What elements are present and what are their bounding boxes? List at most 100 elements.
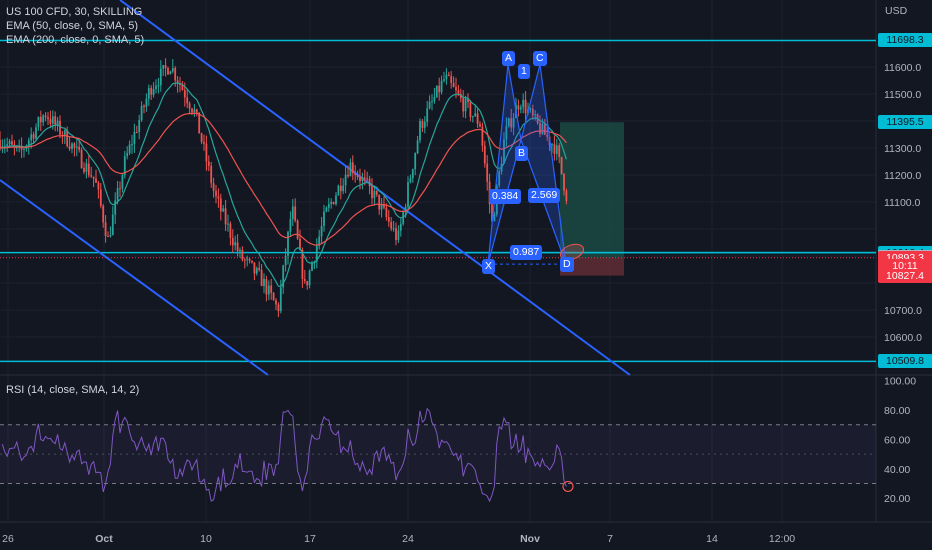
time-tick: 26: [2, 533, 14, 545]
candle-body: [47, 117, 49, 120]
pattern-point-a[interactable]: A: [502, 51, 516, 66]
candle-body: [330, 202, 333, 205]
candle-body: [433, 97, 436, 102]
candle-body: [397, 230, 400, 241]
price-tick: 11300.0: [884, 143, 921, 155]
candle-body: [236, 242, 239, 252]
candle-body: [164, 65, 167, 69]
candle-body: [49, 119, 52, 124]
candle-body: [541, 123, 544, 134]
highlight-ellipse: [559, 243, 585, 261]
candle-body: [308, 270, 311, 286]
candle-body: [464, 98, 467, 112]
candle-body: [205, 143, 208, 162]
candle-body: [479, 123, 481, 127]
candle-body: [227, 223, 229, 225]
pattern-point-b[interactable]: B: [515, 146, 529, 161]
candle-body: [301, 249, 304, 280]
ratio-bd[interactable]: 2.569: [528, 188, 561, 203]
price-tick: 11100.0: [884, 197, 921, 209]
candle-body: [344, 174, 347, 186]
candle-body: [443, 79, 445, 81]
candle-body: [440, 80, 443, 93]
candle-body: [469, 102, 472, 118]
candle-body: [23, 148, 25, 150]
candle-body: [234, 242, 237, 246]
candle-body: [282, 265, 285, 288]
candle-body: [351, 162, 354, 174]
candle-body: [517, 105, 520, 110]
ratio-xb[interactable]: 0.384: [489, 189, 522, 204]
rsi-tick: 20.00: [884, 493, 910, 505]
candle-body: [512, 117, 515, 128]
ema-lines: [0, 82, 567, 288]
candle-body: [3, 145, 6, 147]
candle-body: [121, 175, 124, 189]
horizontal-levels: [0, 39, 876, 363]
time-tick: 24: [402, 533, 414, 545]
candle-body: [37, 116, 40, 128]
candle-body: [387, 217, 390, 222]
legend-rsi[interactable]: RSI (14, close, SMA, 14, 2): [6, 384, 140, 396]
candle-body: [39, 116, 42, 123]
candle-body: [529, 108, 532, 110]
legend-ema200[interactable]: EMA (200, close, 0, SMA, 5): [6, 34, 145, 46]
candle-body: [198, 112, 201, 134]
candle-body: [56, 120, 59, 125]
candle-body: [450, 75, 453, 83]
candle-body: [426, 108, 429, 122]
candle-body: [395, 228, 397, 241]
candle-body: [243, 259, 246, 261]
candle-body: [171, 68, 174, 72]
candle-body: [255, 268, 258, 274]
candle-body: [327, 204, 330, 208]
candle-body: [524, 99, 527, 114]
rsi-tick: 80.00: [884, 405, 910, 417]
profit-zone: [560, 122, 624, 258]
candle-body: [143, 105, 145, 107]
legend: US 100 CFD, 30, SKILLING EMA (50, close,…: [6, 5, 144, 47]
candle-body: [385, 207, 388, 218]
ratio-xd[interactable]: 0.987: [510, 245, 543, 260]
rsi-tick: 60.00: [884, 434, 910, 446]
candle-body: [563, 173, 565, 191]
candle-body: [416, 140, 419, 154]
candle-body: [217, 196, 220, 199]
legend-ema50[interactable]: EMA (50, close, 0, SMA, 5): [6, 20, 139, 32]
candle-body: [354, 173, 357, 176]
candle-body: [471, 116, 474, 118]
candle-body: [30, 134, 33, 141]
candle-body: [126, 153, 129, 157]
candle-body: [157, 85, 160, 87]
pattern-point-d[interactable]: D: [560, 257, 574, 272]
time-tick: 14: [706, 533, 718, 545]
rsi-legend: RSI (14, close, SMA, 14, 2): [6, 383, 139, 397]
candle-body: [347, 174, 349, 177]
candle-body: [476, 113, 479, 124]
candle-body: [390, 221, 393, 229]
candle-body: [145, 98, 148, 107]
candle-body: [140, 105, 143, 121]
candle-body: [546, 134, 549, 137]
candle-body: [8, 141, 11, 145]
currency-label: USD: [885, 5, 908, 17]
ema50-line: [0, 82, 567, 288]
channel-upper: [119, 0, 631, 376]
time-tick: Oct: [95, 533, 113, 545]
pattern-point-1[interactable]: 1: [518, 64, 530, 79]
candle-body: [207, 161, 210, 166]
time-tick: Nov: [520, 533, 540, 545]
candle-body: [467, 98, 469, 103]
candle-body: [111, 214, 114, 236]
candle-body: [231, 237, 234, 246]
candle-body: [114, 200, 117, 215]
pattern-point-x[interactable]: X: [482, 259, 496, 274]
pattern-point-c[interactable]: C: [533, 51, 547, 66]
candle-body: [474, 113, 477, 117]
candle-body: [27, 140, 30, 146]
candle-body: [279, 287, 282, 312]
legend-symbol[interactable]: US 100 CFD, 30, SKILLING: [6, 6, 143, 18]
candle-body: [359, 176, 361, 182]
candle-body: [78, 146, 81, 150]
